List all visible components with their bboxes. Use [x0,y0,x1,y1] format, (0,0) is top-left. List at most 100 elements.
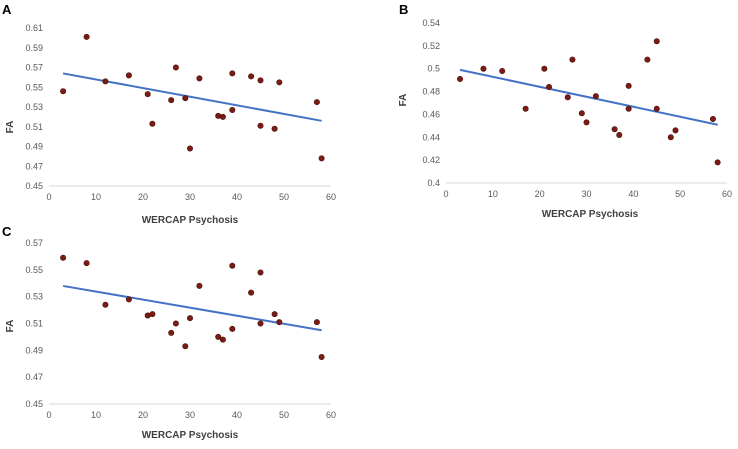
data-point [196,75,203,82]
x-tick-label: 50 [279,410,289,420]
y-tick-label: 0.46 [422,109,440,119]
x-tick-label: 40 [628,189,638,199]
y-tick-label: 0.42 [422,155,440,165]
y-tick-label: 0.48 [422,87,440,97]
data-point [125,296,132,303]
y-tick-label: 0.4 [427,178,440,188]
data-point [187,315,194,322]
data-point [257,320,264,327]
y-tick-label: 0.47 [25,161,43,171]
y-tick-label: 0.61 [25,23,43,33]
data-point [102,78,109,85]
data-point [653,38,660,45]
data-point [215,333,222,340]
data-point [667,134,674,141]
x-tick-label: 0 [443,189,448,199]
x-tick-label: 0 [46,192,51,202]
data-point [125,72,132,79]
data-point [546,84,553,91]
data-point [625,105,632,112]
trendline [62,72,322,122]
data-point [149,311,156,318]
x-tick-label: 30 [581,189,591,199]
x-tick-label: 20 [138,410,148,420]
data-point [611,126,618,133]
data-point [182,95,189,102]
y-axis-label: FA [5,121,16,134]
panel-letter: A [2,2,12,17]
data-point [229,262,236,269]
data-point [578,110,585,117]
y-tick-label: 0.45 [25,399,43,409]
data-point [219,336,226,343]
panel-c-plot: 0.45 0.47 0.49 0.51 0.53 0.55 0.57 0 10 20 30 40 50 6… [25,238,336,420]
y-tick-label: 0.53 [25,292,43,302]
data-point [672,127,679,134]
data-point [60,88,67,95]
y-tick-label: 0.44 [422,132,440,142]
data-point [102,301,109,308]
data-point [644,56,651,63]
data-point [172,64,179,71]
data-point [257,122,264,129]
data-point [229,70,236,77]
panel-letter: B [399,2,408,17]
x-tick-label: 40 [232,410,242,420]
y-tick-label: 0.52 [422,41,440,51]
y-tick-label: 0.57 [25,63,43,73]
data-point [457,76,464,83]
x-tick-label: 50 [279,192,289,202]
data-point [172,320,179,327]
data-point [499,68,506,75]
data-point [564,94,571,101]
y-tick-label: 0.49 [25,142,43,152]
y-axis-label: FA [398,94,409,107]
panel-b-plot: 0.4 0.42 0.44 0.46 0.48 0.5 0.52 0.54 0 10 20 30 40 5… [422,18,732,199]
data-point [196,282,203,289]
data-point [271,125,278,132]
x-axis-label: WERCAP Psychosis [142,215,239,226]
data-point [583,119,590,126]
data-point [144,91,151,98]
data-point [257,77,264,84]
data-point [313,319,320,326]
y-axis-label: FA [5,320,16,333]
data-point [229,106,236,113]
panel-a: A 0.45 0.47 0.49 0.51 0.53 0.55 0.57 0.59 0.61 0 1… [2,2,336,226]
data-point [83,33,90,40]
data-point [313,99,320,106]
panel-c: C 0.45 0.47 0.49 0.51 0.53 0.55 0.57 0 10 20 30 40 5… [2,224,336,441]
data-point [168,329,175,336]
y-tick-label: 0.54 [422,18,440,28]
y-tick-label: 0.51 [25,122,43,132]
y-tick-label: 0.45 [25,181,43,191]
data-point [592,93,599,100]
data-point [248,289,255,296]
data-point [276,319,283,326]
x-tick-label: 60 [326,410,336,420]
x-tick-label: 60 [326,192,336,202]
data-point [257,269,264,276]
x-tick-label: 0 [46,410,51,420]
data-point [480,65,487,72]
y-tick-label: 0.51 [25,319,43,329]
y-tick-label: 0.59 [25,43,43,53]
panel-b: B 0.4 0.42 0.44 0.46 0.48 0.5 0.52 0.54 0 10 20 30 4… [398,2,732,220]
data-point [229,325,236,332]
data-point [219,113,226,120]
data-point [187,145,194,152]
panel-a-plot: 0.45 0.47 0.49 0.51 0.53 0.55 0.57 0.59 0.61 0 10 2… [25,23,336,202]
x-tick-label: 60 [722,189,732,199]
data-point [182,343,189,350]
data-point [318,155,325,162]
x-tick-label: 20 [535,189,545,199]
x-tick-label: 40 [232,192,242,202]
y-tick-label: 0.53 [25,102,43,112]
data-point [653,105,660,112]
data-point [625,82,632,89]
trendline [459,68,718,126]
data-point [149,120,156,127]
y-tick-label: 0.5 [427,64,440,74]
data-point [541,65,548,72]
